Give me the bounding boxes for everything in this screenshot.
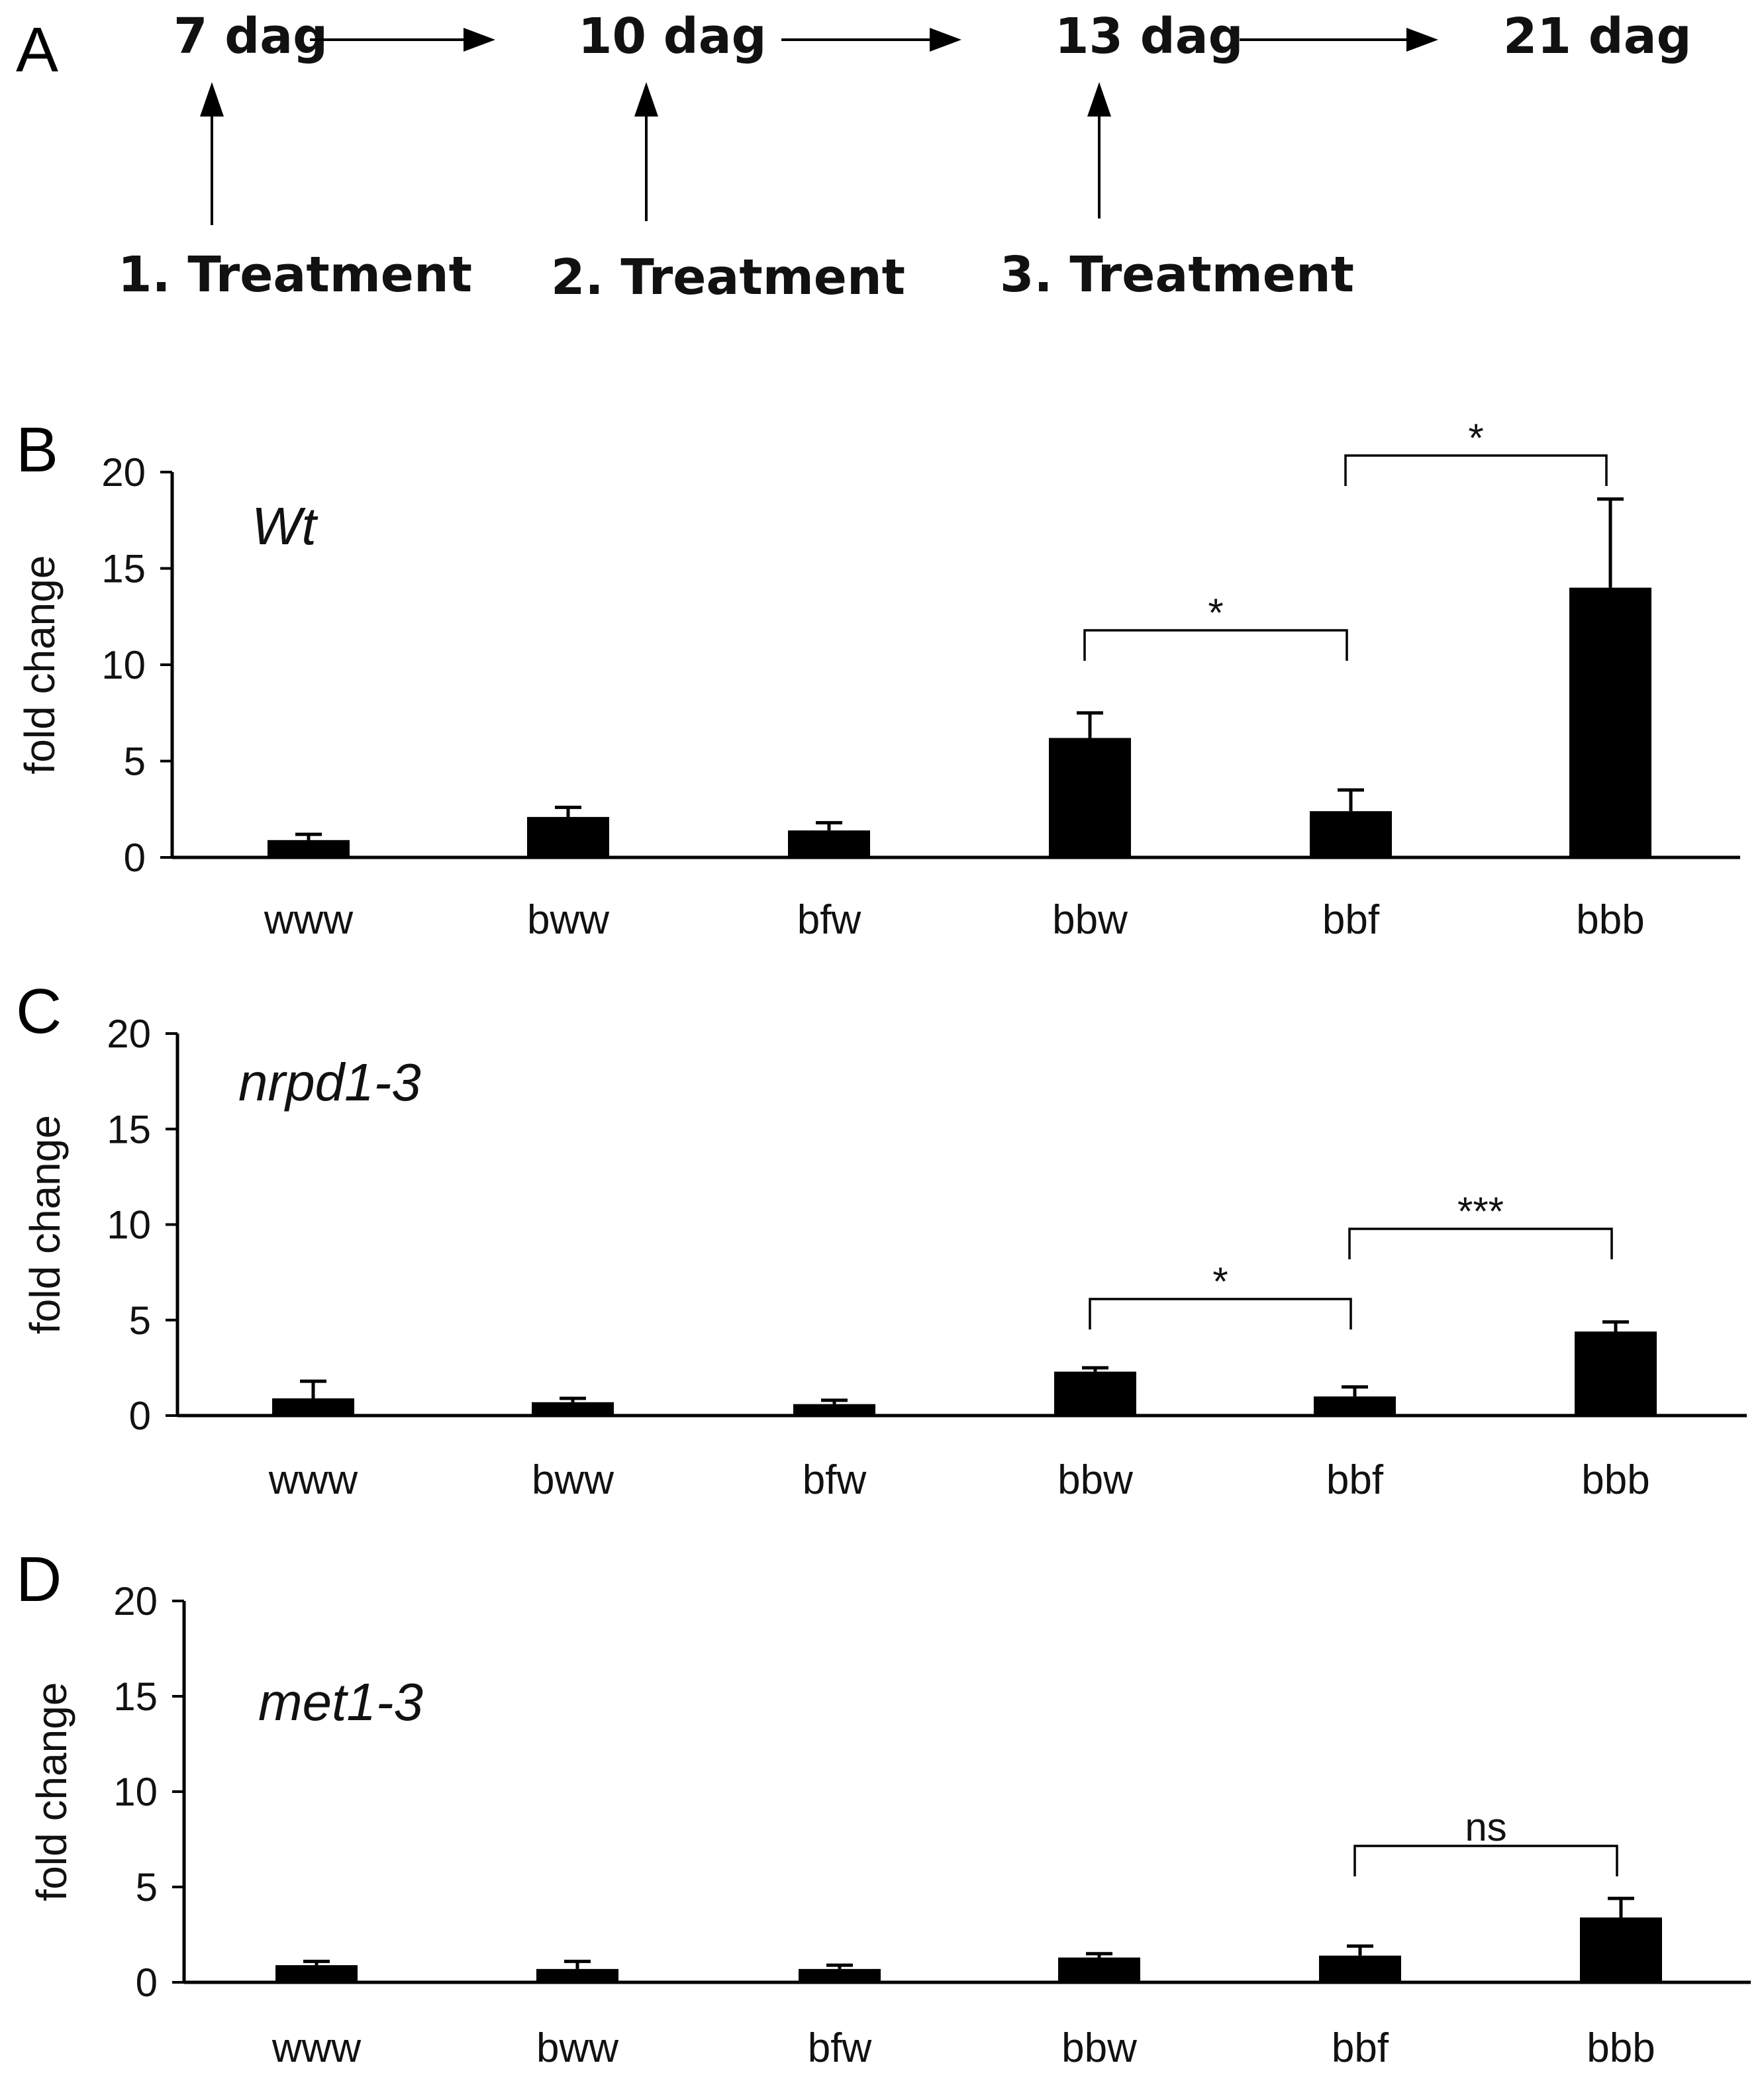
bar-bbf: [1314, 1396, 1396, 1416]
x-tick-label-bbw: bbw: [1052, 897, 1128, 943]
x-tick-label-www: www: [268, 1457, 358, 1503]
chart-panel-d: D 0 5 10 15 20 fold change met1-3 www bww bfw bbw bb…: [16, 1544, 1751, 2071]
y-tick-label: 0: [136, 1960, 158, 2005]
x-tick-label-bww: bww: [536, 2025, 618, 2071]
significance-label: *: [1208, 591, 1223, 635]
bar-bfw: [793, 1404, 875, 1416]
significance-bracket: [1353, 1845, 1618, 1876]
chart-panel-b: B 0 5 10 15 20 fold change Wt www bww bfw bbw bbf bbb…: [16, 414, 1740, 943]
bar-bbf: [1310, 811, 1392, 857]
y-tick-label: 10: [107, 1203, 151, 1247]
chart-panel-c: C 0 5 10 15 20 fold change nrpd1-3 www bww bfw bbw b…: [16, 976, 1747, 1503]
x-tick-label-bww: bww: [527, 897, 609, 943]
y-axis-label: fold change: [28, 1682, 75, 1902]
bar-bww: [536, 1968, 618, 1982]
y-axis-label: fold change: [16, 555, 64, 775]
timeline-arrowhead-1: [464, 28, 495, 52]
x-tick-label-bfw: bfw: [808, 2025, 872, 2071]
x-tick-label-bbf: bbf: [1322, 897, 1380, 943]
y-tick-label: 0: [124, 836, 146, 880]
panel-letter: C: [16, 976, 62, 1047]
genotype-label: met1-3: [258, 1672, 423, 1731]
x-tick-label-bbw: bbw: [1061, 2025, 1137, 2071]
panel-a-timeline: A 7 dag 10 dag 13 dag 21 dag 1. Treatmen…: [16, 8, 1692, 306]
bar-bww: [527, 816, 609, 857]
timepoint-10-dag: 10 dag: [578, 8, 767, 65]
timepoint-13-dag: 13 dag: [1055, 8, 1244, 65]
significance-label: *: [1468, 416, 1483, 460]
y-tick-label: 5: [124, 740, 146, 784]
y-tick-label: 10: [113, 1770, 158, 1814]
bar-bbb: [1569, 587, 1651, 857]
treatment-label-1: 1. Treatment: [118, 246, 472, 303]
genotype-label: Wt: [252, 497, 318, 555]
y-tick-label: 10: [101, 643, 146, 687]
x-tick-label-www: www: [264, 897, 354, 943]
bar-bbf: [1319, 1955, 1401, 1982]
bar-bfw: [799, 1968, 881, 1982]
bar-bww: [532, 1402, 614, 1416]
significance-label: ns: [1465, 1805, 1506, 1849]
timepoint-21-dag: 21 dag: [1503, 8, 1692, 65]
bar-www: [268, 840, 350, 857]
x-tick-label-bfw: bfw: [803, 1457, 867, 1503]
y-axis-label: fold change: [21, 1115, 69, 1334]
bar-www: [272, 1398, 354, 1416]
x-tick-label-bbw: bbw: [1057, 1457, 1133, 1503]
y-tick-label: 5: [129, 1298, 151, 1343]
y-tick-label: 20: [107, 1012, 151, 1056]
significance-bracket: [1344, 454, 1608, 486]
panel-letter: B: [16, 414, 58, 485]
treatment-label-3: 3. Treatment: [1000, 246, 1354, 303]
timeline-arrowhead-3: [1406, 28, 1438, 52]
x-tick-label-bbb: bbb: [1576, 897, 1644, 943]
y-tick-label: 15: [113, 1674, 158, 1719]
treatment-arrowhead-1: [200, 82, 224, 117]
significance-bracket: [1089, 1298, 1352, 1329]
x-tick-label-www: www: [271, 2025, 362, 2071]
bar-bfw: [788, 830, 870, 857]
y-tick-label: 15: [107, 1107, 151, 1151]
treatment-arrowhead-2: [634, 82, 658, 117]
x-tick-label-bbb: bbb: [1581, 1457, 1649, 1503]
panel-letter: D: [16, 1544, 62, 1615]
bar-bbb: [1575, 1331, 1657, 1416]
significance-label: ***: [1457, 1189, 1504, 1233]
y-tick-label: 20: [101, 450, 146, 495]
bar-bbw: [1054, 1371, 1136, 1416]
bar-bbb: [1580, 1917, 1662, 1982]
bar-chart-panels: B 0 5 10 15 20 fold change Wt www bww bfw bbw bbf bbb…: [16, 414, 1751, 2071]
significance-label: *: [1212, 1259, 1228, 1304]
y-tick-label: 0: [129, 1394, 151, 1438]
x-tick-label-bbb: bbb: [1587, 2025, 1655, 2071]
x-tick-label-bww: bww: [532, 1457, 614, 1503]
genotype-label: nrpd1-3: [238, 1053, 421, 1112]
bar-bbw: [1049, 738, 1131, 857]
y-tick-label: 5: [136, 1865, 158, 1909]
x-tick-label-bfw: bfw: [797, 897, 861, 943]
significance-bracket: [1348, 1228, 1613, 1259]
x-tick-label-bbf: bbf: [1326, 1457, 1384, 1503]
y-tick-label: 20: [113, 1579, 158, 1623]
treatment-arrowhead-3: [1087, 82, 1111, 117]
timeline-arrowhead-2: [930, 28, 961, 52]
bar-bbw: [1058, 1957, 1140, 1982]
significance-bracket: [1083, 629, 1348, 661]
x-tick-label-bbf: bbf: [1332, 2025, 1389, 2071]
timepoint-7-dag: 7 dag: [173, 8, 328, 65]
y-tick-label: 15: [101, 547, 146, 591]
bar-www: [275, 1965, 358, 1982]
panel-a-letter: A: [16, 15, 58, 85]
treatment-label-2: 2. Treatment: [551, 249, 905, 306]
